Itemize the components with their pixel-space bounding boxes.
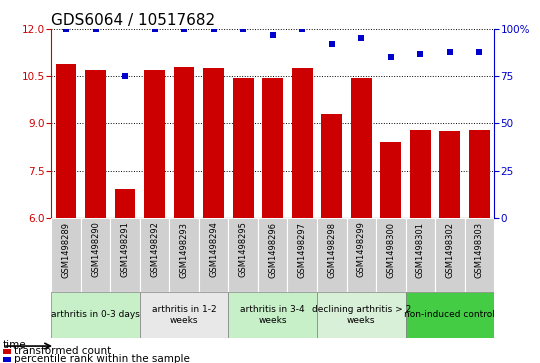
- Bar: [376, 218, 406, 292]
- Text: declining arthritis > 2
weeks: declining arthritis > 2 weeks: [312, 305, 411, 325]
- Point: [180, 26, 188, 32]
- Point: [416, 51, 424, 57]
- Bar: [435, 218, 464, 292]
- Text: GSM1498298: GSM1498298: [327, 221, 336, 278]
- Bar: [140, 218, 170, 292]
- Text: GSM1498302: GSM1498302: [446, 221, 454, 278]
- Bar: [81, 218, 110, 292]
- Bar: [347, 218, 376, 292]
- Bar: [110, 218, 140, 292]
- Bar: [410, 130, 430, 218]
- Text: GSM1498301: GSM1498301: [416, 221, 425, 278]
- Bar: [204, 68, 224, 218]
- Bar: [262, 78, 283, 218]
- Point: [239, 26, 247, 32]
- Text: non-induced control: non-induced control: [404, 310, 495, 319]
- Point: [446, 49, 454, 54]
- Text: time: time: [3, 340, 26, 350]
- Bar: [174, 67, 194, 218]
- Point: [268, 32, 277, 38]
- Text: GSM1498303: GSM1498303: [475, 221, 484, 278]
- Text: GDS6064 / 10517682: GDS6064 / 10517682: [51, 13, 215, 28]
- Text: GSM1498291: GSM1498291: [120, 221, 130, 277]
- Text: GSM1498289: GSM1498289: [62, 221, 71, 278]
- Point: [91, 26, 100, 32]
- Point: [475, 49, 484, 54]
- Text: GSM1498292: GSM1498292: [150, 221, 159, 277]
- Text: GSM1498295: GSM1498295: [239, 221, 248, 277]
- Bar: [115, 189, 136, 218]
- Text: GSM1498290: GSM1498290: [91, 221, 100, 277]
- Bar: [292, 68, 313, 218]
- Text: arthritis in 0-3 days: arthritis in 0-3 days: [51, 310, 140, 319]
- Bar: [469, 130, 490, 218]
- Point: [150, 26, 159, 32]
- Bar: [228, 218, 258, 292]
- Bar: [51, 218, 81, 292]
- Bar: [440, 131, 460, 218]
- Text: arthritis in 3-4
weeks: arthritis in 3-4 weeks: [240, 305, 305, 325]
- Point: [121, 73, 130, 79]
- Bar: [199, 218, 228, 292]
- Bar: [228, 292, 317, 338]
- Bar: [85, 70, 106, 218]
- Bar: [140, 292, 228, 338]
- Bar: [406, 292, 494, 338]
- Point: [357, 36, 366, 41]
- Bar: [317, 292, 406, 338]
- Text: GSM1498296: GSM1498296: [268, 221, 277, 278]
- Text: percentile rank within the sample: percentile rank within the sample: [14, 354, 190, 363]
- Bar: [170, 218, 199, 292]
- Bar: [406, 218, 435, 292]
- Text: GSM1498300: GSM1498300: [386, 221, 395, 278]
- Bar: [56, 64, 76, 218]
- Bar: [3, 349, 11, 354]
- Text: GSM1498297: GSM1498297: [298, 221, 307, 278]
- Bar: [351, 78, 372, 218]
- Point: [210, 26, 218, 32]
- Text: GSM1498294: GSM1498294: [209, 221, 218, 277]
- Text: GSM1498299: GSM1498299: [357, 221, 366, 277]
- Bar: [3, 356, 11, 362]
- Text: GSM1498293: GSM1498293: [180, 221, 188, 278]
- Bar: [321, 114, 342, 218]
- Bar: [317, 218, 347, 292]
- Bar: [51, 292, 140, 338]
- Bar: [144, 70, 165, 218]
- Bar: [381, 142, 401, 218]
- Point: [62, 26, 70, 32]
- Bar: [258, 218, 287, 292]
- Point: [387, 54, 395, 60]
- Text: transformed count: transformed count: [14, 346, 111, 356]
- Point: [327, 41, 336, 47]
- Text: arthritis in 1-2
weeks: arthritis in 1-2 weeks: [152, 305, 217, 325]
- Bar: [287, 218, 317, 292]
- Bar: [233, 78, 253, 218]
- Point: [298, 26, 307, 32]
- Bar: [464, 218, 494, 292]
